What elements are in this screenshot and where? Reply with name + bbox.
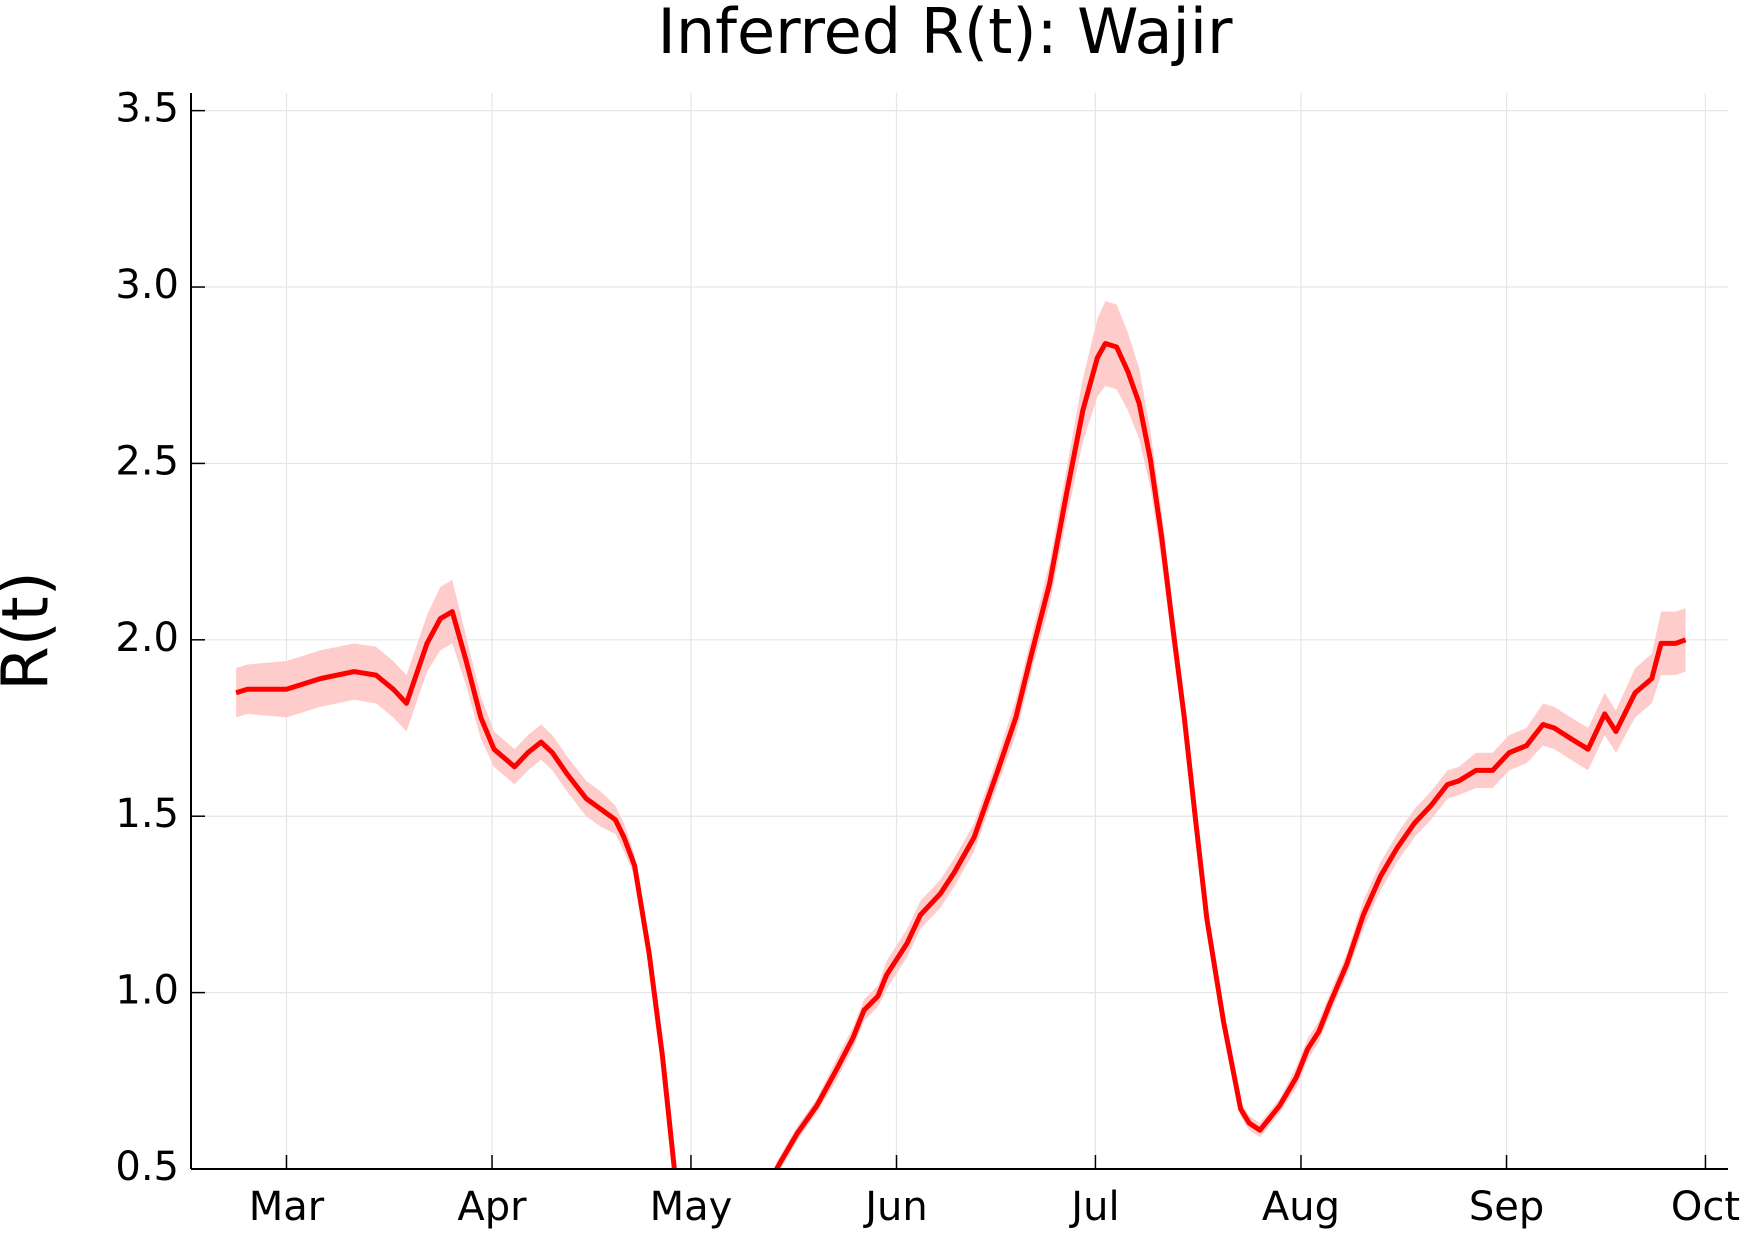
y-tick-label: 2.0	[115, 615, 179, 661]
y-tick-label: 3.5	[115, 86, 179, 132]
x-tick-label: May	[650, 1184, 733, 1230]
y-axis-label: R(t)	[0, 571, 64, 691]
line	[774, 340, 1687, 1169]
confidence-band	[236, 579, 675, 1169]
y-tick-label: 1.5	[115, 791, 179, 837]
x-tick-label: Jun	[862, 1184, 928, 1230]
x-tick-label: Apr	[457, 1184, 527, 1230]
line	[235, 609, 677, 1169]
y-tick-label: 1.0	[115, 968, 179, 1014]
x-tick-label: Mar	[249, 1184, 325, 1230]
chart-title: Inferred R(t): Wajir	[658, 0, 1233, 68]
axes: 0.5 1.0 1.5 2.0 2.5 3.0 3.5 Mar Apr May Jun Jul Aug S…	[115, 86, 1740, 1230]
x-tick-label: Sep	[1469, 1184, 1544, 1230]
x-tick-label: Jul	[1068, 1184, 1119, 1230]
grid	[191, 93, 1728, 1170]
x-tick-label: Oct	[1671, 1184, 1740, 1230]
y-tick-label: 0.5	[115, 1144, 179, 1190]
x-tick-label: Aug	[1262, 1184, 1340, 1230]
plot-area	[235, 301, 1687, 1169]
y-tick-label: 3.0	[115, 262, 179, 308]
y-tick-label: 2.5	[115, 438, 179, 484]
confidence-band	[776, 301, 1686, 1169]
